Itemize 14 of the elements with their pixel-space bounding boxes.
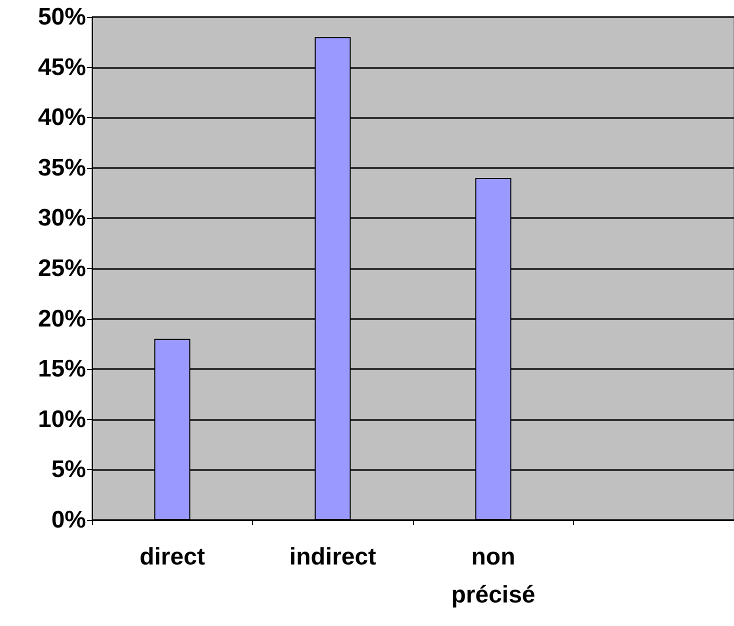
y-tick-label: 5%	[51, 456, 86, 484]
x-tick-label: indirect	[289, 544, 376, 570]
y-tick-label: 25%	[38, 255, 86, 282]
y-tick-label: 45%	[38, 54, 86, 81]
y-tick-label: 50%	[38, 4, 86, 30]
y-tick-label: 35%	[38, 154, 86, 182]
y-tick-label: 30%	[38, 204, 86, 232]
y-tick-label: 0%	[51, 506, 86, 534]
x-tick-label: direct	[140, 544, 205, 570]
x-tick-label: non précisé	[451, 544, 536, 608]
y-tick-label: 10%	[38, 406, 86, 433]
y-tick-label: 15%	[38, 356, 86, 383]
y-tick-label: 40%	[38, 104, 86, 132]
y-tick-label: 20%	[38, 305, 86, 332]
